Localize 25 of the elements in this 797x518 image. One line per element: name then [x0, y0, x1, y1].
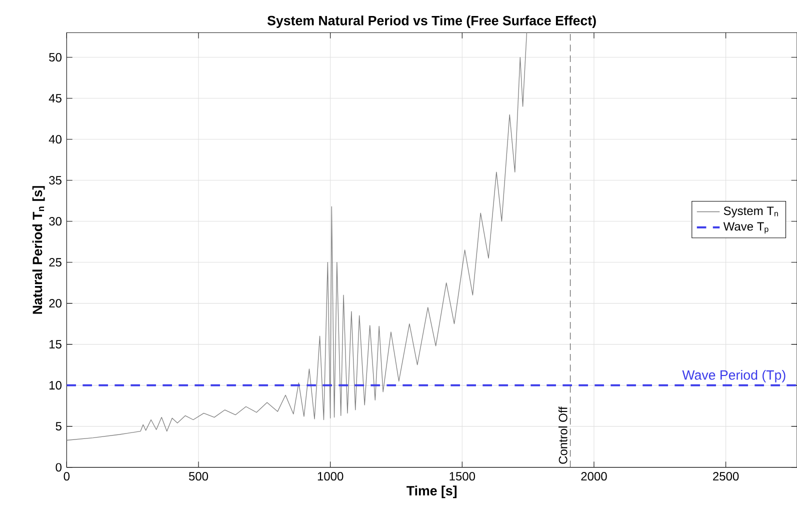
y-tick-label: 10	[50, 381, 62, 390]
x-tick-label: 0	[64, 472, 70, 481]
y-tick-label: 0	[56, 463, 62, 472]
x-tick-label: 2500	[713, 472, 739, 481]
y-tick-label: 50	[49, 53, 62, 62]
y-tick-label: 5	[56, 422, 62, 431]
legend-label: Wave T$_{p}$	[723, 222, 768, 234]
chart-title: System Natural Period vs Time (Free Surface Effect)	[267, 16, 596, 28]
y-tick-label: 40	[48, 135, 62, 144]
x-tick-label: 1500	[450, 472, 476, 481]
y-tick-label: 30	[49, 217, 62, 226]
x-tick-label: 1000	[318, 472, 344, 481]
y-tick-label: 35	[49, 176, 62, 185]
annotation: Wave Period (Tp)	[682, 370, 786, 382]
legend-label: System T$_{n}$	[724, 206, 778, 218]
x-axis-title: Time [s]	[406, 486, 457, 498]
y-tick-label: 45	[48, 94, 62, 102]
y-tick-label: 20	[49, 299, 62, 308]
y-tick-label: 15	[50, 340, 62, 348]
ref-line-label: Control Off	[558, 406, 568, 464]
line-series	[66, 32, 528, 441]
y-tick-label: 25	[49, 258, 62, 267]
y-axis-title: Natural Period T$_{n}$ [s]	[32, 186, 45, 314]
x-tick-label: 500	[188, 472, 208, 481]
x-tick-label: 2000	[581, 472, 607, 481]
